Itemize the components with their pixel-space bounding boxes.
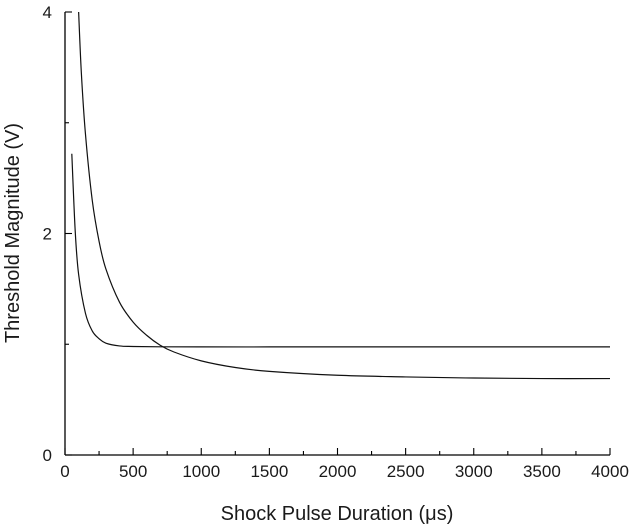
x-tick-label: 2500 [387,462,425,481]
series-line-1 [71,153,610,348]
y-tick-label: 4 [43,3,52,22]
x-tick-label: 0 [60,462,69,481]
x-tick-label: 500 [119,462,147,481]
x-tick-label: 1000 [182,462,220,481]
axes [64,12,610,456]
ticks: 0 500 1000 1500 2000 2500 3000 3500 4000 0 2 4 [43,3,629,481]
series-line-2 [78,11,611,380]
y-tick-label: 2 [43,225,52,244]
series [71,11,611,380]
y-axis-title: Threshold Magnitude (V) [2,123,24,343]
x-axis-title: Shock Pulse Duration (μs) [221,503,454,525]
x-tick-label: 3000 [455,462,493,481]
x-tick-label: 1500 [250,462,288,481]
x-tick-label: 4000 [591,462,629,481]
y-tick-label: 0 [43,446,52,465]
x-tick-label: 3500 [523,462,561,481]
x-tick-label: 2000 [319,462,357,481]
